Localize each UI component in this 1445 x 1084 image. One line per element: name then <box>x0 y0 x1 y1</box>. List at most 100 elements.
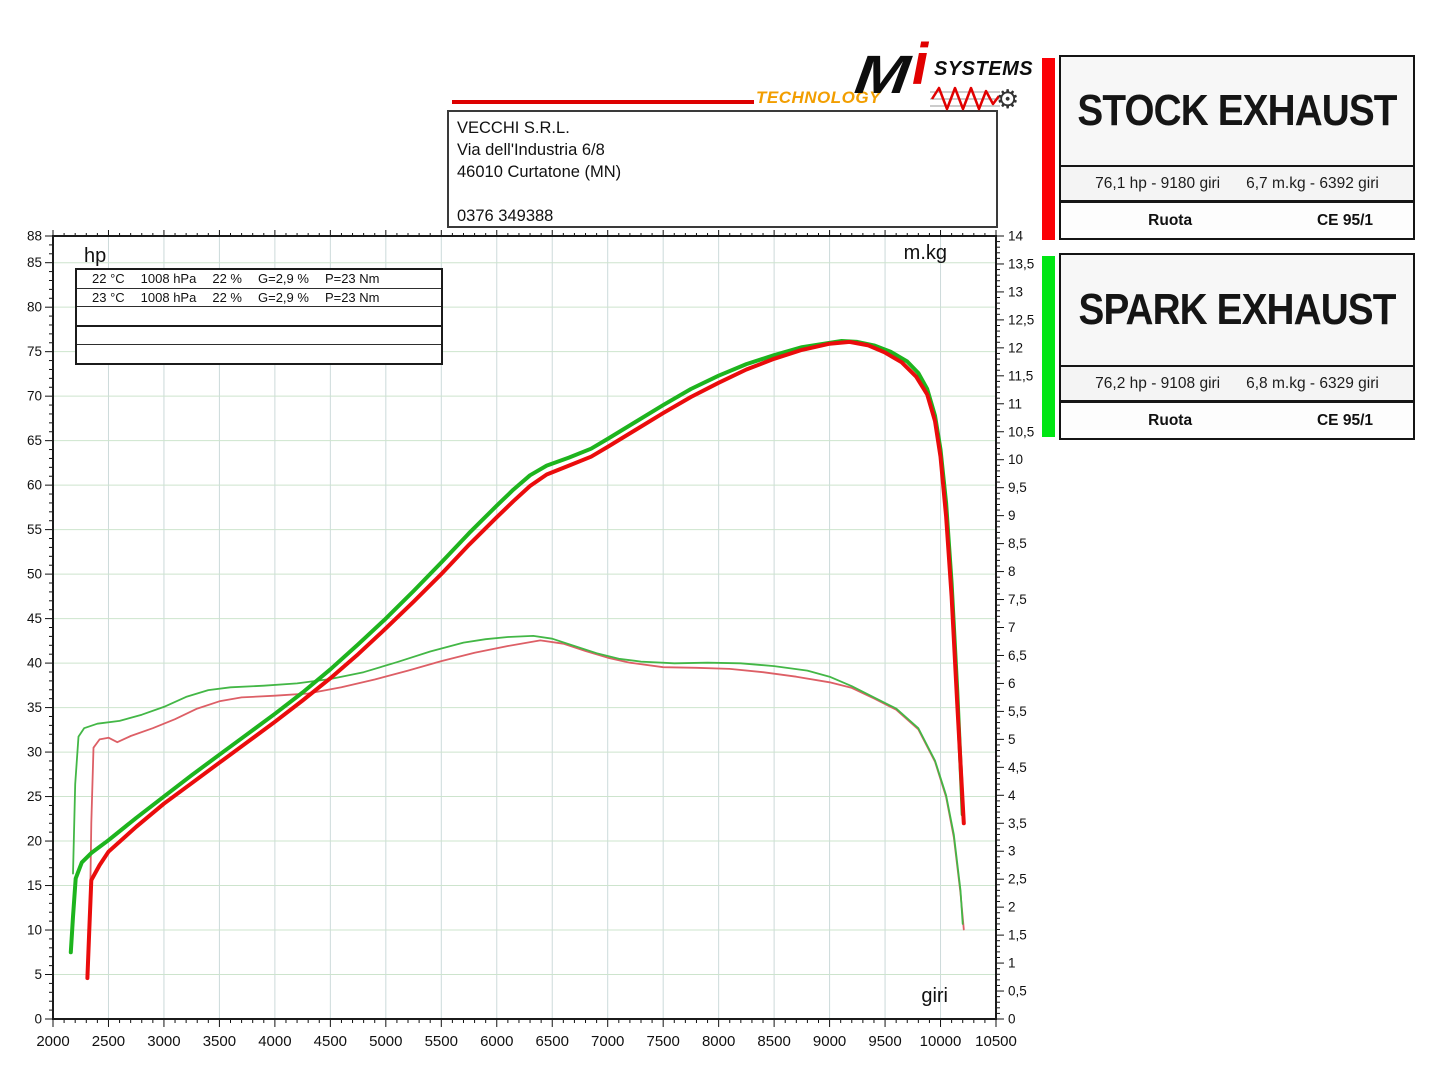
stock-power-stat: 76,1 hp - 9180 giri <box>1095 174 1221 192</box>
company-city: 46010 Curtatone (MN) <box>457 163 622 181</box>
svg-text:hp: hp <box>84 245 106 267</box>
brand-underline <box>452 100 754 104</box>
spark-color-bar <box>1042 256 1055 437</box>
svg-text:11,5: 11,5 <box>1008 368 1033 383</box>
svg-text:giri: giri <box>921 985 948 1007</box>
stock-color-bar <box>1042 58 1055 240</box>
stock-footer-mode: Ruota <box>1148 211 1193 229</box>
conditions-table: 22 °C 1008 hPa 22 % G=2,9 % P=23 Nm 23 °C 1008… <box>75 268 443 365</box>
svg-text:7500: 7500 <box>646 1033 679 1050</box>
gear-icon: ⚙ <box>996 84 1020 114</box>
brand-technology-label: TECHNOLOGY <box>756 88 881 107</box>
svg-text:20: 20 <box>27 834 42 849</box>
stock-footer-norm: CE 95/1 <box>1316 211 1373 229</box>
svg-text:8,5: 8,5 <box>1008 536 1027 551</box>
condition-value: 1008 hPa <box>140 271 197 287</box>
brand-wave-icon <box>930 86 1000 111</box>
condition-value: 23 °C <box>92 289 125 305</box>
condition-value: P=23 Nm <box>324 289 380 305</box>
svg-text:12: 12 <box>1008 340 1023 355</box>
conditions-row <box>77 345 441 363</box>
svg-text:5: 5 <box>1008 732 1016 747</box>
svg-text:85: 85 <box>27 255 42 270</box>
svg-text:8000: 8000 <box>702 1033 735 1050</box>
svg-text:10000: 10000 <box>920 1033 962 1050</box>
stock-panel-footer: Ruota CE 95/1 <box>1061 200 1413 238</box>
spark-power-stat: 76,2 hp - 9108 giri <box>1095 374 1221 392</box>
company-info-box: VECCHI S.R.L. Via dell'Industria 6/8 460… <box>447 110 998 228</box>
svg-text:7: 7 <box>1008 620 1016 635</box>
svg-text:2: 2 <box>1008 900 1016 915</box>
stock-torque-stat: 6,7 m.kg - 6392 giri <box>1246 174 1379 192</box>
axis-ticks <box>45 230 1004 1027</box>
svg-text:2000: 2000 <box>36 1033 69 1050</box>
axis-labels: 2000 2500 3000 3500 4000 4500 5000 5500 6000 6500… <box>27 229 1034 1051</box>
spark-torque-stat: 6,8 m.kg - 6329 giri <box>1246 374 1379 392</box>
series-spark-torque <box>72 635 964 925</box>
condition-value: 1008 hPa <box>140 289 197 305</box>
svg-text:8500: 8500 <box>757 1033 790 1050</box>
svg-text:14: 14 <box>1008 229 1024 244</box>
svg-text:1,5: 1,5 <box>1008 928 1027 943</box>
svg-text:4: 4 <box>1008 788 1016 803</box>
svg-text:65: 65 <box>27 433 42 448</box>
spark-panel-footer: Ruota CE 95/1 <box>1061 400 1413 438</box>
series-stock-power <box>85 339 966 981</box>
svg-text:0,5: 0,5 <box>1008 984 1027 999</box>
svg-text:9500: 9500 <box>868 1033 901 1050</box>
svg-text:8: 8 <box>1008 564 1016 579</box>
condition-value: 22 % <box>212 289 242 305</box>
svg-text:4,5: 4,5 <box>1008 760 1027 775</box>
svg-text:75: 75 <box>27 344 42 359</box>
svg-text:10: 10 <box>27 923 42 938</box>
company-blank-line <box>457 183 996 205</box>
svg-text:2500: 2500 <box>92 1033 125 1050</box>
condition-value: G=2,9 % <box>257 289 309 305</box>
svg-text:m.kg: m.kg <box>904 242 947 264</box>
conditions-row: 23 °C 1008 hPa 22 % G=2,9 % P=23 Nm <box>77 289 441 308</box>
svg-text:5000: 5000 <box>369 1033 402 1050</box>
condition-value: P=23 Nm <box>324 271 380 287</box>
svg-text:9: 9 <box>1008 508 1016 523</box>
spark-panel-stats: 76,2 hp - 9108 giri 6,8 m.kg - 6329 giri <box>1061 365 1413 400</box>
conditions-row <box>77 307 441 327</box>
svg-text:6: 6 <box>1008 676 1016 691</box>
svg-text:60: 60 <box>27 478 42 493</box>
stock-panel-stats: 76,1 hp - 9180 giri 6,7 m.kg - 6392 giri <box>1061 165 1413 200</box>
svg-text:4500: 4500 <box>314 1033 347 1050</box>
svg-text:35: 35 <box>27 700 42 715</box>
svg-text:45: 45 <box>27 611 42 626</box>
svg-text:3500: 3500 <box>203 1033 236 1050</box>
svg-text:0: 0 <box>1008 1012 1016 1027</box>
svg-text:3: 3 <box>1008 844 1016 859</box>
svg-text:80: 80 <box>27 300 42 315</box>
svg-text:50: 50 <box>27 567 42 582</box>
svg-text:88: 88 <box>27 229 42 244</box>
svg-text:10: 10 <box>1008 452 1023 467</box>
company-phone: 0376 349388 <box>457 207 554 225</box>
svg-text:1: 1 <box>1008 956 1016 971</box>
svg-text:7000: 7000 <box>591 1033 624 1050</box>
brand-i-logo: i <box>912 32 929 97</box>
svg-text:5,5: 5,5 <box>1008 704 1027 719</box>
spark-footer-mode: Ruota <box>1148 411 1193 429</box>
svg-text:3,5: 3,5 <box>1008 816 1027 831</box>
svg-text:13: 13 <box>1008 284 1023 299</box>
svg-text:10,5: 10,5 <box>1008 424 1034 439</box>
svg-text:30: 30 <box>27 745 42 760</box>
spark-footer-norm: CE 95/1 <box>1316 411 1373 429</box>
svg-text:40: 40 <box>27 656 42 671</box>
svg-text:2,5: 2,5 <box>1008 872 1027 887</box>
svg-text:4000: 4000 <box>258 1033 291 1050</box>
plot-border <box>52 235 997 1020</box>
grid-lines <box>53 236 996 1019</box>
axis-titles: hp m.kg giri <box>84 242 948 1007</box>
brand-systems-label: SYSTEMS <box>934 58 1034 80</box>
svg-text:3000: 3000 <box>147 1033 180 1050</box>
svg-text:70: 70 <box>27 389 42 404</box>
svg-text:25: 25 <box>27 789 42 804</box>
svg-text:15: 15 <box>27 878 42 893</box>
svg-text:9000: 9000 <box>813 1033 846 1050</box>
